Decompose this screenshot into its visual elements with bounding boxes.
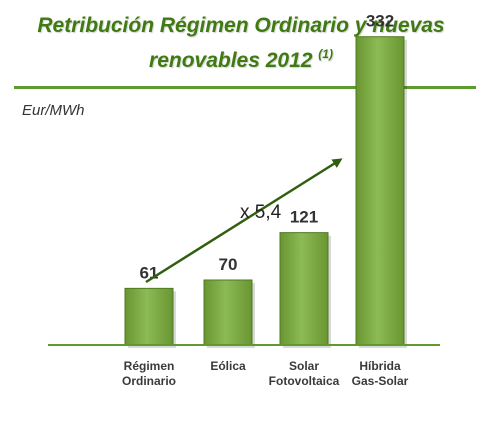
value-label-solar-fotovoltaica: 121 <box>290 208 318 227</box>
bar-hibrida-gas-solar <box>355 36 405 346</box>
category-label-solar-fotovoltaica: Solar Fotovoltaica <box>269 359 340 388</box>
value-label-hibrida-gas-solar: 332 <box>366 12 394 31</box>
chart-title-footnote: (1) <box>318 47 333 61</box>
category-label-regimen-ordinario: Régimen Ordinario <box>122 359 176 388</box>
bar-eolica <box>203 279 253 346</box>
value-label-eolica: 70 <box>219 255 238 274</box>
category-label-eolica: Eólica <box>210 359 246 373</box>
bars-group <box>124 36 407 348</box>
chart-title-line-1: Retribución Régimen Ordinario y nuevas <box>37 14 445 37</box>
category-label-hibrida-gas-solar: Híbrida Gas-Solar <box>352 359 409 388</box>
chart-title-text: renovables 2012 <box>149 49 313 72</box>
growth-arrow <box>145 158 343 284</box>
chart-title-line-2: renovables 2012 (1) <box>0 40 482 75</box>
bar-solar-fotovoltaica <box>279 232 329 346</box>
bar-regimen-ordinario <box>124 287 174 346</box>
y-axis-unit-label: Eur/MWh <box>22 102 85 119</box>
growth-annotation: x 5,4 <box>240 202 282 223</box>
chart-title: Retribución Régimen Ordinario y nuevas r… <box>0 12 482 75</box>
title-divider <box>14 86 476 89</box>
